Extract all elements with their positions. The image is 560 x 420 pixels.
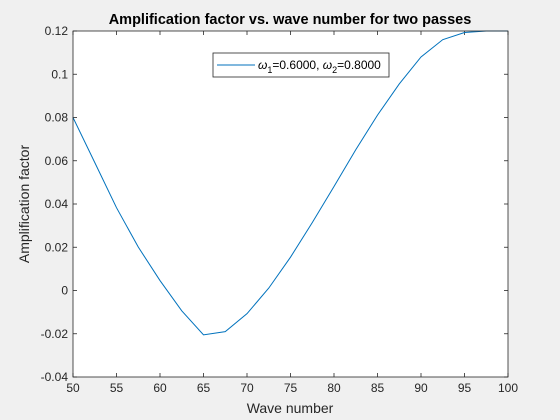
legend-value-1: =0.6000, [272,58,322,72]
x-tick-label: 55 [110,381,124,395]
legend-subscript-2: 2 [332,65,337,75]
y-axis-label: Amplification factor [16,145,32,264]
y-tick-label: 0.04 [45,197,69,211]
x-tick-label: 100 [498,381,518,395]
x-tick-label: 85 [371,381,385,395]
legend-value-2: =0.8000 [337,58,381,72]
y-tick-label: 0.1 [51,67,68,81]
legend: ω1=0.6000, ω2=0.8000 [212,52,390,78]
legend-subscript-1: 1 [267,65,272,75]
x-axis-label: Wave number [247,400,334,416]
legend-entry-label: ω1=0.6000, ω2=0.8000 [258,58,381,75]
x-tick-label: 65 [197,381,211,395]
y-tick-label: 0 [61,284,68,298]
chart-title: Amplification factor vs. wave number for… [109,12,472,28]
y-tick-label: 0.12 [45,24,69,38]
plot-area [73,31,508,377]
y-tick-label: -0.02 [41,327,69,341]
axes-box [72,30,509,378]
y-tick-label: -0.04 [41,370,69,384]
legend-omega-2: ω [323,58,332,72]
x-tick-label: 60 [153,381,167,395]
x-tick-label: 90 [414,381,428,395]
x-tick-label: 80 [327,381,341,395]
x-tick-label: 75 [284,381,298,395]
y-tick-label: 0.08 [45,111,69,125]
x-ticks: 50 55 60 65 70 75 80 85 90 95 100 [66,31,518,395]
legend-omega-1: ω [258,58,267,72]
x-tick-label: 50 [66,381,80,395]
y-ticks: -0.04 -0.02 0 0.02 0.04 0.06 0.08 0.1 0.12 [41,24,508,384]
y-tick-label: 0.06 [45,154,69,168]
x-tick-label: 70 [240,381,254,395]
x-tick-label: 95 [458,381,472,395]
series-line [72,30,508,336]
y-tick-label: 0.02 [45,240,69,254]
